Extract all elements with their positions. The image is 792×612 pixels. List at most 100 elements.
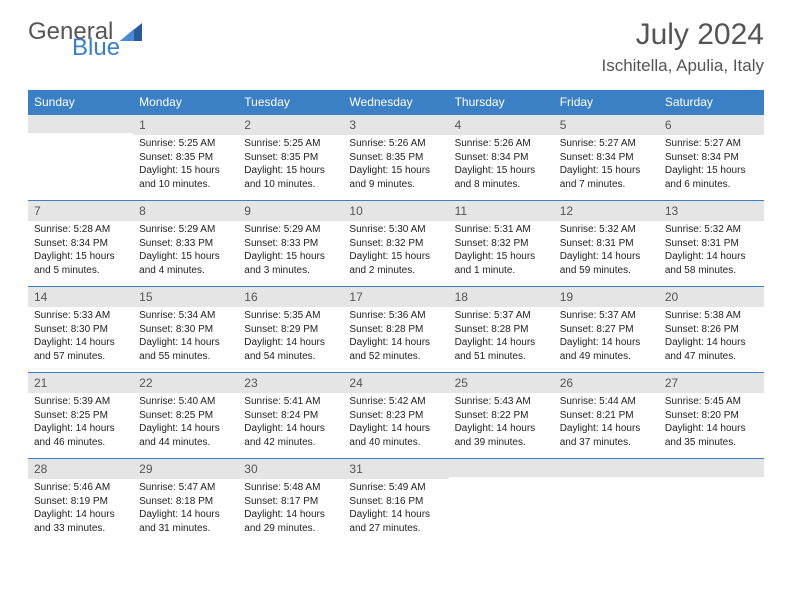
sunset-text: Sunset: 8:32 PM	[349, 237, 442, 251]
logo: General Blue	[28, 18, 140, 46]
day-number: 30	[238, 459, 343, 479]
day-number: 2	[238, 115, 343, 135]
day-content: Sunrise: 5:37 AMSunset: 8:28 PMDaylight:…	[449, 307, 554, 367]
daylight-text: Daylight: 14 hours and 33 minutes.	[34, 508, 127, 535]
day-number: 28	[28, 459, 133, 479]
sunrise-text: Sunrise: 5:36 AM	[349, 309, 442, 323]
day-content: Sunrise: 5:37 AMSunset: 8:27 PMDaylight:…	[554, 307, 659, 367]
daylight-text: Daylight: 14 hours and 57 minutes.	[34, 336, 127, 363]
sunset-text: Sunset: 8:23 PM	[349, 409, 442, 423]
sunrise-text: Sunrise: 5:46 AM	[34, 481, 127, 495]
day-content: Sunrise: 5:27 AMSunset: 8:34 PMDaylight:…	[554, 135, 659, 195]
day-number: 14	[28, 287, 133, 307]
calendar-cell: 22Sunrise: 5:40 AMSunset: 8:25 PMDayligh…	[133, 373, 238, 459]
calendar-cell: 2Sunrise: 5:25 AMSunset: 8:35 PMDaylight…	[238, 115, 343, 201]
day-content: Sunrise: 5:34 AMSunset: 8:30 PMDaylight:…	[133, 307, 238, 367]
sunrise-text: Sunrise: 5:37 AM	[455, 309, 548, 323]
sunrise-text: Sunrise: 5:42 AM	[349, 395, 442, 409]
day-content: Sunrise: 5:28 AMSunset: 8:34 PMDaylight:…	[28, 221, 133, 281]
day-content: Sunrise: 5:40 AMSunset: 8:25 PMDaylight:…	[133, 393, 238, 453]
day-number: 21	[28, 373, 133, 393]
day-content: Sunrise: 5:38 AMSunset: 8:26 PMDaylight:…	[659, 307, 764, 367]
day-content: Sunrise: 5:47 AMSunset: 8:18 PMDaylight:…	[133, 479, 238, 539]
day-number	[659, 459, 764, 477]
sunset-text: Sunset: 8:33 PM	[139, 237, 232, 251]
day-content: Sunrise: 5:33 AMSunset: 8:30 PMDaylight:…	[28, 307, 133, 367]
calendar-cell: 27Sunrise: 5:45 AMSunset: 8:20 PMDayligh…	[659, 373, 764, 459]
sunset-text: Sunset: 8:33 PM	[244, 237, 337, 251]
day-content: Sunrise: 5:42 AMSunset: 8:23 PMDaylight:…	[343, 393, 448, 453]
day-number: 15	[133, 287, 238, 307]
weekday-header: Friday	[554, 90, 659, 115]
calendar-cell: 30Sunrise: 5:48 AMSunset: 8:17 PMDayligh…	[238, 459, 343, 545]
sunrise-text: Sunrise: 5:32 AM	[560, 223, 653, 237]
daylight-text: Daylight: 14 hours and 59 minutes.	[560, 250, 653, 277]
sunrise-text: Sunrise: 5:35 AM	[244, 309, 337, 323]
day-content: Sunrise: 5:27 AMSunset: 8:34 PMDaylight:…	[659, 135, 764, 195]
sunset-text: Sunset: 8:18 PM	[139, 495, 232, 509]
daylight-text: Daylight: 15 hours and 9 minutes.	[349, 164, 442, 191]
calendar-cell	[28, 115, 133, 201]
header: General Blue July 2024 Ischitella, Apuli…	[0, 0, 792, 86]
day-number: 18	[449, 287, 554, 307]
day-content: Sunrise: 5:30 AMSunset: 8:32 PMDaylight:…	[343, 221, 448, 281]
sunset-text: Sunset: 8:30 PM	[34, 323, 127, 337]
daylight-text: Daylight: 14 hours and 29 minutes.	[244, 508, 337, 535]
day-number: 19	[554, 287, 659, 307]
day-content: Sunrise: 5:39 AMSunset: 8:25 PMDaylight:…	[28, 393, 133, 453]
sunset-text: Sunset: 8:19 PM	[34, 495, 127, 509]
sunset-text: Sunset: 8:25 PM	[34, 409, 127, 423]
daylight-text: Daylight: 14 hours and 31 minutes.	[139, 508, 232, 535]
sunrise-text: Sunrise: 5:40 AM	[139, 395, 232, 409]
daylight-text: Daylight: 15 hours and 3 minutes.	[244, 250, 337, 277]
weekday-header: Monday	[133, 90, 238, 115]
sunset-text: Sunset: 8:28 PM	[349, 323, 442, 337]
day-number: 22	[133, 373, 238, 393]
weekday-header: Sunday	[28, 90, 133, 115]
calendar-cell: 20Sunrise: 5:38 AMSunset: 8:26 PMDayligh…	[659, 287, 764, 373]
day-number: 13	[659, 201, 764, 221]
sunset-text: Sunset: 8:35 PM	[244, 151, 337, 165]
daylight-text: Daylight: 15 hours and 5 minutes.	[34, 250, 127, 277]
sunset-text: Sunset: 8:20 PM	[665, 409, 758, 423]
sunrise-text: Sunrise: 5:30 AM	[349, 223, 442, 237]
daylight-text: Daylight: 14 hours and 46 minutes.	[34, 422, 127, 449]
day-content: Sunrise: 5:32 AMSunset: 8:31 PMDaylight:…	[554, 221, 659, 281]
calendar-cell: 18Sunrise: 5:37 AMSunset: 8:28 PMDayligh…	[449, 287, 554, 373]
sunset-text: Sunset: 8:17 PM	[244, 495, 337, 509]
daylight-text: Daylight: 14 hours and 55 minutes.	[139, 336, 232, 363]
sunrise-text: Sunrise: 5:48 AM	[244, 481, 337, 495]
sunset-text: Sunset: 8:16 PM	[349, 495, 442, 509]
sunset-text: Sunset: 8:31 PM	[560, 237, 653, 251]
day-number: 31	[343, 459, 448, 479]
day-content: Sunrise: 5:43 AMSunset: 8:22 PMDaylight:…	[449, 393, 554, 453]
sunset-text: Sunset: 8:27 PM	[560, 323, 653, 337]
sunrise-text: Sunrise: 5:26 AM	[455, 137, 548, 151]
day-content: Sunrise: 5:25 AMSunset: 8:35 PMDaylight:…	[133, 135, 238, 195]
day-number	[28, 115, 133, 133]
sunrise-text: Sunrise: 5:41 AM	[244, 395, 337, 409]
sunrise-text: Sunrise: 5:32 AM	[665, 223, 758, 237]
day-content: Sunrise: 5:46 AMSunset: 8:19 PMDaylight:…	[28, 479, 133, 539]
day-number: 24	[343, 373, 448, 393]
daylight-text: Daylight: 14 hours and 37 minutes.	[560, 422, 653, 449]
day-number: 9	[238, 201, 343, 221]
sunrise-text: Sunrise: 5:49 AM	[349, 481, 442, 495]
day-content: Sunrise: 5:49 AMSunset: 8:16 PMDaylight:…	[343, 479, 448, 539]
daylight-text: Daylight: 14 hours and 39 minutes.	[455, 422, 548, 449]
calendar-row: 14Sunrise: 5:33 AMSunset: 8:30 PMDayligh…	[28, 287, 764, 373]
daylight-text: Daylight: 15 hours and 10 minutes.	[244, 164, 337, 191]
sunrise-text: Sunrise: 5:29 AM	[244, 223, 337, 237]
sunrise-text: Sunrise: 5:47 AM	[139, 481, 232, 495]
daylight-text: Daylight: 15 hours and 2 minutes.	[349, 250, 442, 277]
calendar-cell: 11Sunrise: 5:31 AMSunset: 8:32 PMDayligh…	[449, 201, 554, 287]
calendar-cell: 12Sunrise: 5:32 AMSunset: 8:31 PMDayligh…	[554, 201, 659, 287]
day-number: 25	[449, 373, 554, 393]
weekday-header: Thursday	[449, 90, 554, 115]
weekday-header: Saturday	[659, 90, 764, 115]
calendar-cell: 23Sunrise: 5:41 AMSunset: 8:24 PMDayligh…	[238, 373, 343, 459]
daylight-text: Daylight: 14 hours and 51 minutes.	[455, 336, 548, 363]
sunrise-text: Sunrise: 5:38 AM	[665, 309, 758, 323]
daylight-text: Daylight: 14 hours and 47 minutes.	[665, 336, 758, 363]
day-content: Sunrise: 5:48 AMSunset: 8:17 PMDaylight:…	[238, 479, 343, 539]
